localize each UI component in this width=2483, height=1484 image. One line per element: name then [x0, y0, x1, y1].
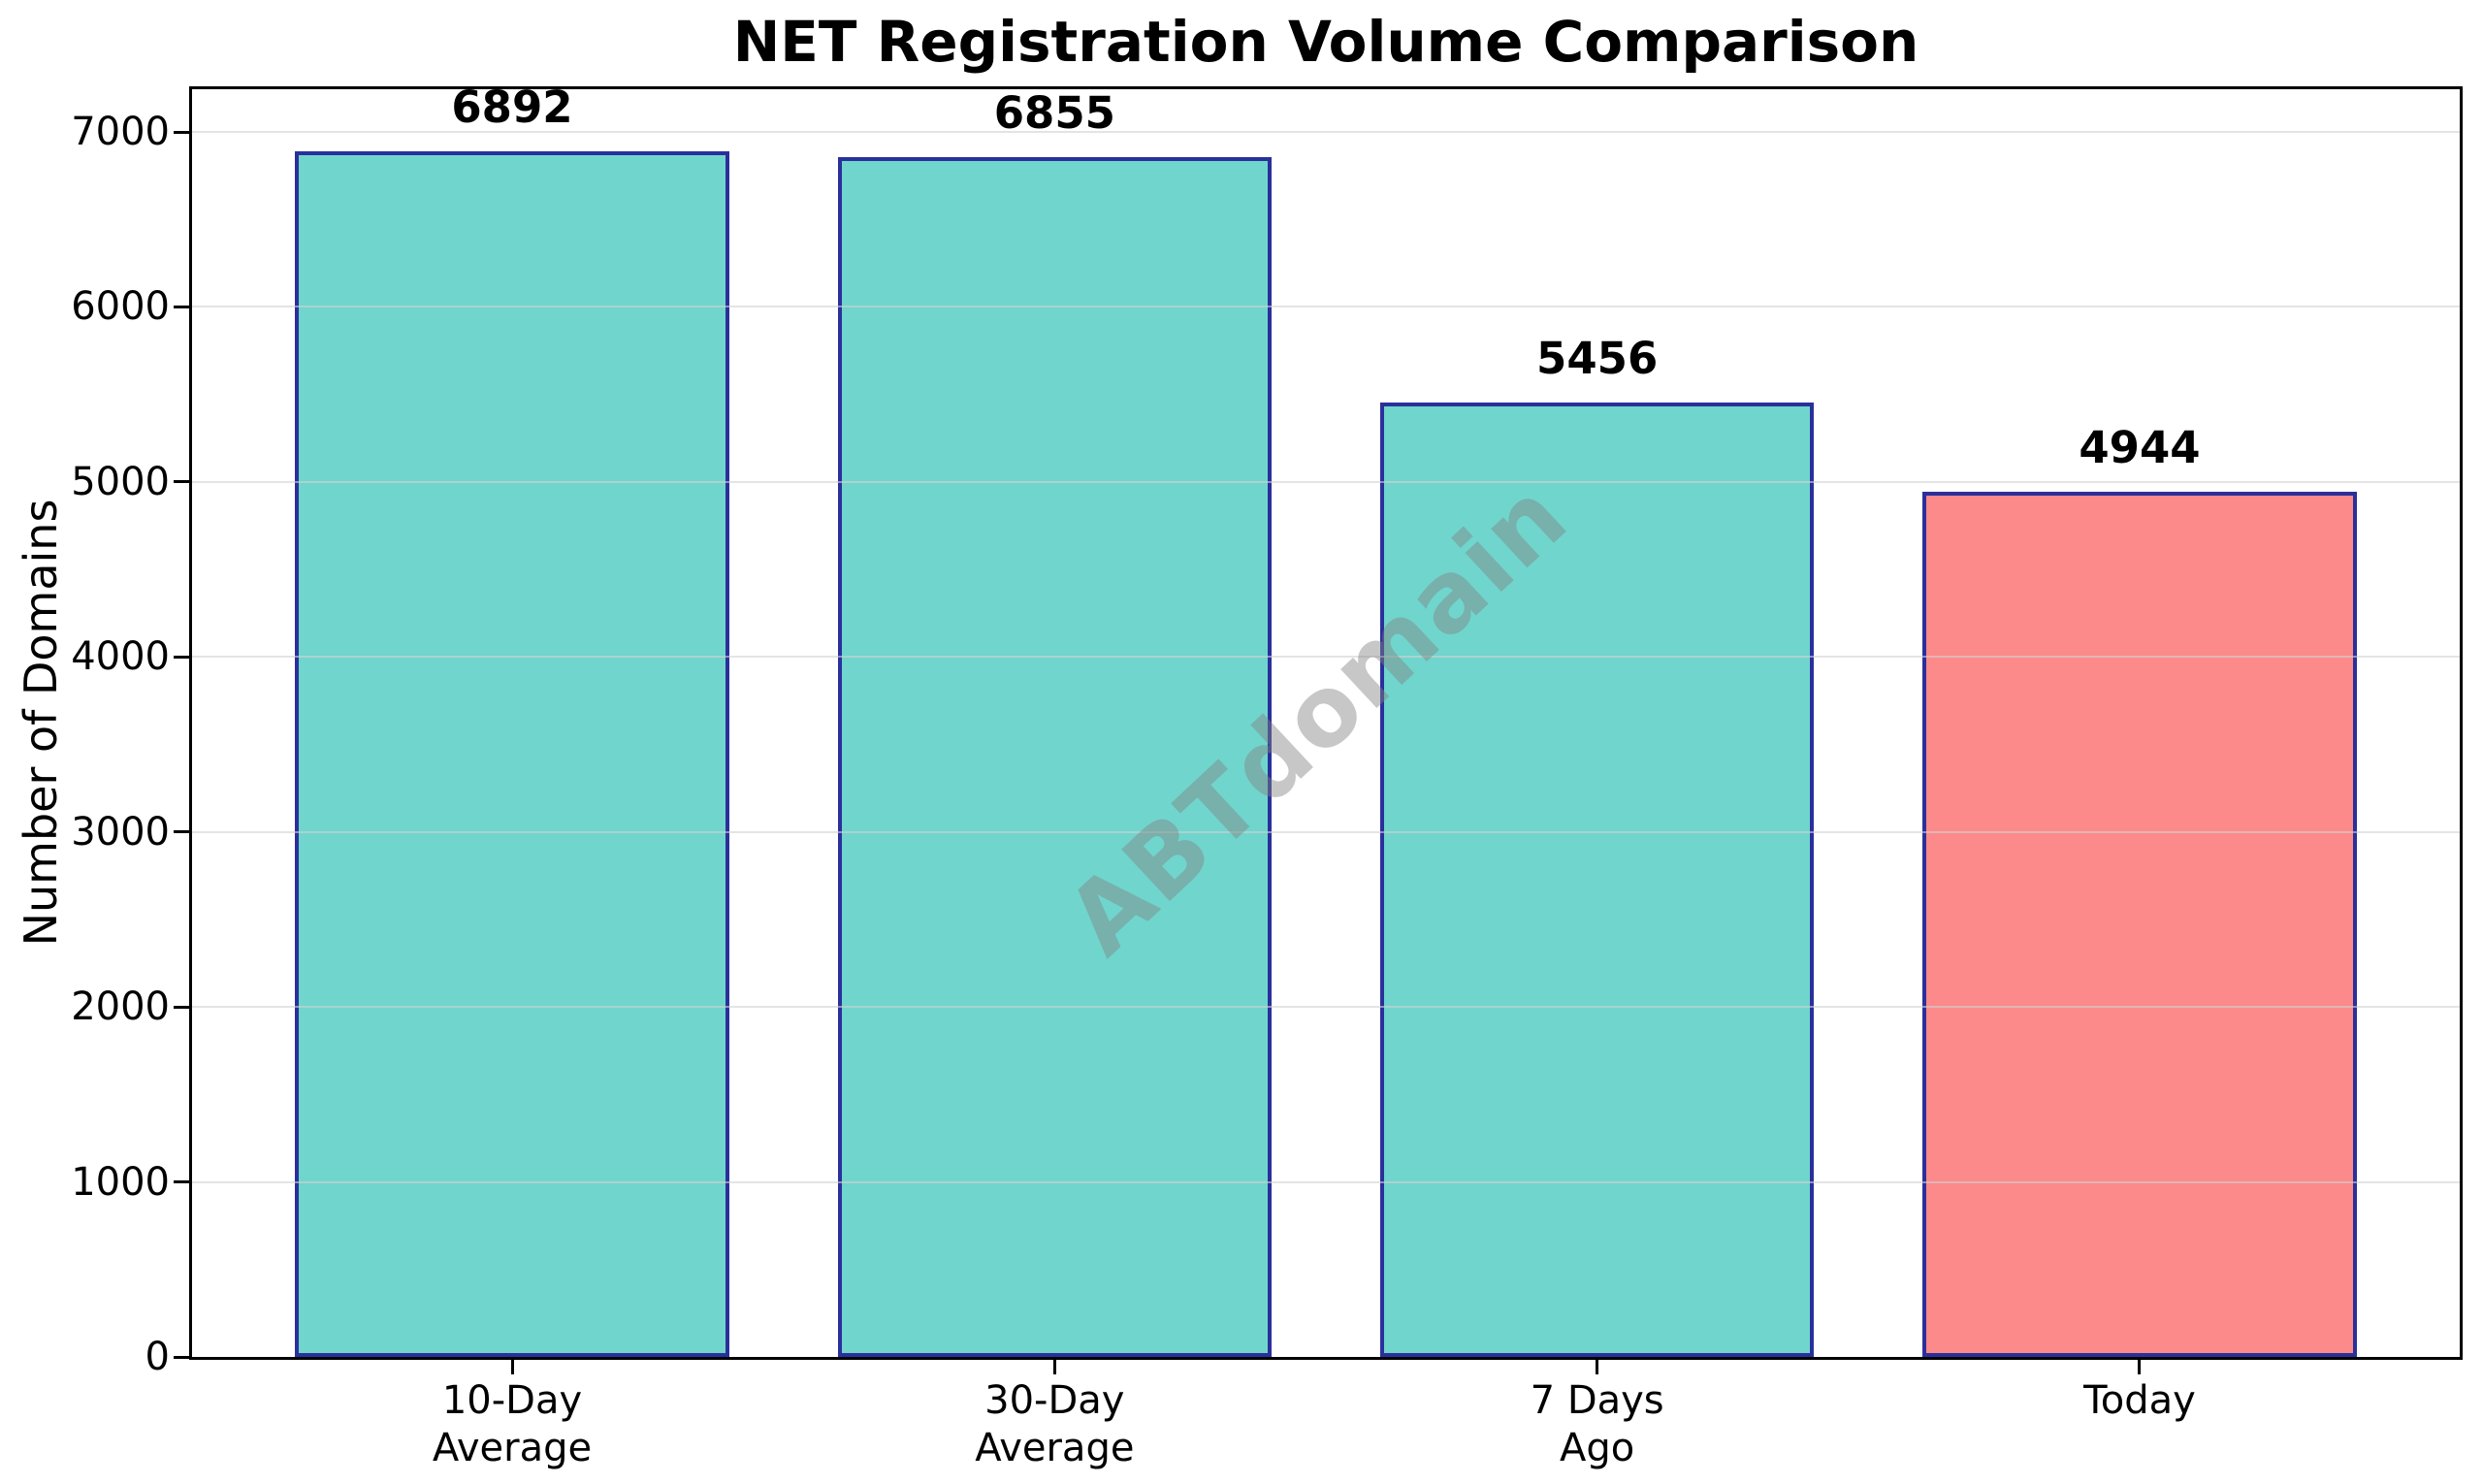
bar — [1922, 491, 2357, 1357]
bar — [837, 157, 1273, 1357]
y-tick — [174, 305, 189, 308]
bar-value-label: 6892 — [451, 81, 573, 133]
x-tick — [1052, 1360, 1056, 1374]
bar — [295, 150, 729, 1357]
y-tick-label: 2000 — [71, 984, 170, 1030]
gridline — [192, 1006, 2460, 1009]
x-tick — [510, 1360, 514, 1374]
x-tick — [2138, 1360, 2142, 1374]
x-tick-label: 7 Days Ago — [1530, 1378, 1664, 1470]
bar — [1379, 402, 1815, 1357]
y-tick-label: 4000 — [71, 634, 170, 680]
gridline — [192, 480, 2460, 483]
gridline — [192, 830, 2460, 833]
y-tick-label: 5000 — [71, 459, 170, 504]
y-tick — [174, 1355, 189, 1359]
bar-value-label: 5456 — [1536, 332, 1659, 384]
gridline — [192, 131, 2460, 134]
bar-value-label: 6855 — [993, 87, 1115, 140]
bar-value-label: 4944 — [2079, 421, 2201, 473]
x-tick — [1596, 1360, 1599, 1374]
y-tick-label: 1000 — [71, 1159, 170, 1205]
y-axis-label: Number of Domains — [15, 499, 67, 947]
plot-area: 0 1000 2000 3000 4000 5000 6000 7000 6892 10-Day … — [71, 81, 2463, 1470]
x-tick-label: Today — [2083, 1378, 2196, 1423]
y-tick — [174, 130, 189, 134]
chart-title: NET Registration Volume Comparison — [732, 9, 1919, 75]
y-tick — [174, 830, 189, 834]
gridline — [192, 306, 2460, 308]
y-tick-label: 0 — [145, 1335, 170, 1379]
y-tick-label: 7000 — [71, 110, 170, 155]
y-tick — [174, 480, 189, 484]
x-tick-label: 30-Day Average — [975, 1378, 1135, 1470]
y-tick — [174, 655, 189, 659]
y-tick — [174, 1005, 189, 1009]
y-tick-label: 6000 — [71, 284, 170, 330]
y-tick-label: 3000 — [71, 809, 170, 855]
gridline — [192, 1180, 2460, 1183]
x-tick-label: 10-Day Average — [432, 1378, 593, 1470]
gridline — [192, 656, 2460, 659]
y-tick — [174, 1180, 189, 1184]
